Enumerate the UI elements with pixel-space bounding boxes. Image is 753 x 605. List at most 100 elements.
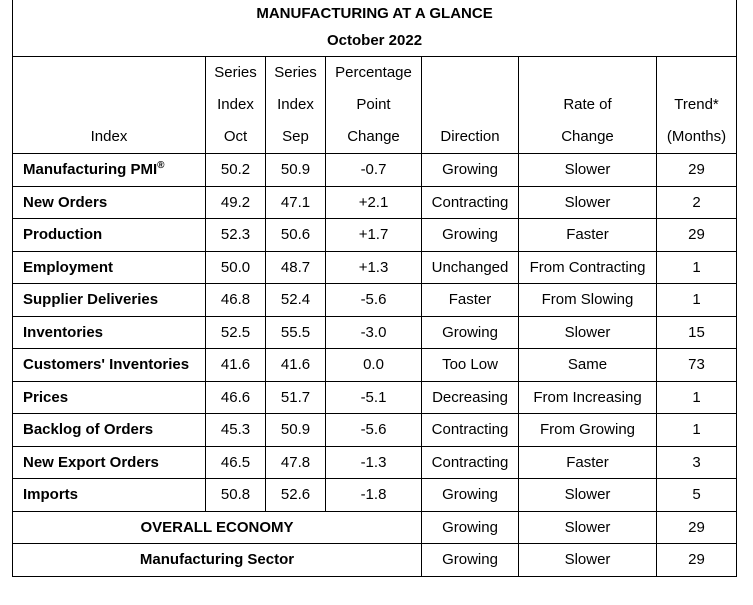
direction: Growing <box>421 315 519 349</box>
index-name: Inventories <box>23 323 104 341</box>
series-index-sep: 47.1 <box>265 185 326 219</box>
trend-months: 1 <box>655 283 738 317</box>
direction: Growing <box>421 543 519 577</box>
trend-months: 5 <box>655 478 738 512</box>
index-name: Production <box>23 226 103 244</box>
direction: Contracting <box>421 413 519 447</box>
row-index-label: Prices <box>12 380 206 414</box>
series-index-oct: 52.5 <box>205 315 266 349</box>
percentage-point-change: -5.6 <box>325 413 422 447</box>
trend-months: 29 <box>655 218 738 252</box>
header-change: Percentage Point Change <box>325 56 422 154</box>
series-index-oct: 41.6 <box>205 348 266 382</box>
series-index-oct: 52.3 <box>205 218 266 252</box>
table-row: New Export Orders 46.5 47.8 -1.3 Contracting… <box>12 445 738 479</box>
header-direction: Direction <box>421 56 519 154</box>
header-trend: Trend* (Months) <box>655 56 738 154</box>
index-name: Prices <box>23 388 69 406</box>
series-index-oct: 45.3 <box>205 413 266 447</box>
direction: Growing <box>421 153 519 187</box>
percentage-point-change: -0.7 <box>325 153 422 187</box>
percentage-point-change: -5.6 <box>325 283 422 317</box>
table-row: Manufacturing PMI® 50.2 50.9 -0.7 Growing Slo… <box>12 153 738 187</box>
rate-of-change: Same <box>518 348 657 382</box>
direction: Growing <box>421 510 519 544</box>
direction: Faster <box>421 283 519 317</box>
header-oct: Series Index Oct <box>205 56 266 154</box>
index-name: Manufacturing PMI <box>23 161 158 179</box>
header-index: Index <box>12 56 206 154</box>
row-index-label: Customers' Inventories <box>12 348 206 382</box>
summary-row: Manufacturing Sector Growing Slower 29 <box>12 543 738 577</box>
rate-of-change: From Contracting <box>518 250 657 284</box>
rate-of-change: Faster <box>518 218 657 252</box>
table-row: Backlog of Orders 45.3 50.9 -5.6 Contracting… <box>12 413 738 447</box>
percentage-point-change: -5.1 <box>325 380 422 414</box>
table-row: Prices 46.6 51.7 -5.1 Decreasing From Increas… <box>12 380 738 414</box>
header-sep: Series Index Sep <box>265 56 326 154</box>
rate-of-change: From Increasing <box>518 380 657 414</box>
table-row: Production 52.3 50.6 +1.7 Growing Faster 29 <box>12 218 738 252</box>
series-index-sep: 55.5 <box>265 315 326 349</box>
series-index-sep: 50.9 <box>265 413 326 447</box>
table-row: Inventories 52.5 55.5 -3.0 Growing Slower 15 <box>12 315 738 349</box>
percentage-point-change: +1.3 <box>325 250 422 284</box>
row-index-label: Production <box>12 218 206 252</box>
series-index-sep: 50.9 <box>265 153 326 187</box>
series-index-oct: 49.2 <box>205 185 266 219</box>
row-index-label: New Export Orders <box>12 445 206 479</box>
percentage-point-change: +2.1 <box>325 185 422 219</box>
table-row: Imports 50.8 52.6 -1.8 Growing Slower 5 <box>12 478 738 512</box>
rate-of-change: Slower <box>518 478 657 512</box>
direction: Contracting <box>421 185 519 219</box>
trend-months: 15 <box>655 315 738 349</box>
row-index-label: Supplier Deliveries <box>12 283 206 317</box>
series-index-sep: 51.7 <box>265 380 326 414</box>
series-index-oct: 46.8 <box>205 283 266 317</box>
index-name: Supplier Deliveries <box>23 291 159 309</box>
index-name: Backlog of Orders <box>23 421 154 439</box>
series-index-sep: 52.4 <box>265 283 326 317</box>
index-name: New Orders <box>23 193 108 211</box>
series-index-sep: 41.6 <box>265 348 326 382</box>
rate-of-change: Slower <box>518 543 657 577</box>
table-row: Supplier Deliveries 46.8 52.4 -5.6 Faster Fro… <box>12 283 738 317</box>
index-name: Employment <box>23 258 114 276</box>
percentage-point-change: 0.0 <box>325 348 422 382</box>
rate-of-change: From Growing <box>518 413 657 447</box>
rate-of-change: Slower <box>518 185 657 219</box>
rate-of-change: From Slowing <box>518 283 657 317</box>
rate-of-change: Slower <box>518 315 657 349</box>
trend-months: 1 <box>655 380 738 414</box>
direction: Too Low <box>421 348 519 382</box>
direction: Unchanged <box>421 250 519 284</box>
table-row: Customers' Inventories 41.6 41.6 0.0 Too Low… <box>12 348 738 382</box>
percentage-point-change: -1.8 <box>325 478 422 512</box>
summary-label: Manufacturing Sector <box>12 543 422 577</box>
index-name: Imports <box>23 486 79 504</box>
rate-of-change: Slower <box>518 153 657 187</box>
table-row: Employment 50.0 48.7 +1.3 Unchanged From Cont… <box>12 250 738 284</box>
series-index-oct: 50.8 <box>205 478 266 512</box>
percentage-point-change: -1.3 <box>325 445 422 479</box>
series-index-sep: 52.6 <box>265 478 326 512</box>
index-name: New Export Orders <box>23 453 159 471</box>
row-index-label: Employment <box>12 250 206 284</box>
series-index-oct: 50.0 <box>205 250 266 284</box>
trend-months: 3 <box>655 445 738 479</box>
registered-mark: ® <box>157 160 165 172</box>
series-index-sep: 47.8 <box>265 445 326 479</box>
trend-months: 2 <box>655 185 738 219</box>
summary-row: OVERALL ECONOMY Growing Slower 29 <box>12 510 738 544</box>
subtitle-row: October 2022 <box>11 24 738 57</box>
manufacturing-table: MANUFACTURING AT A GLANCE October 2022 I… <box>11 0 738 577</box>
series-index-sep: 50.6 <box>265 218 326 252</box>
summary-label: OVERALL ECONOMY <box>12 510 422 544</box>
percentage-point-change: -3.0 <box>325 315 422 349</box>
series-index-sep: 48.7 <box>265 250 326 284</box>
rate-of-change: Faster <box>518 445 657 479</box>
direction: Contracting <box>421 445 519 479</box>
row-index-label: Backlog of Orders <box>12 413 206 447</box>
header-row: Index Series Index Oct Series Index Sep Perc… <box>12 56 738 154</box>
row-index-label: Imports <box>12 478 206 512</box>
